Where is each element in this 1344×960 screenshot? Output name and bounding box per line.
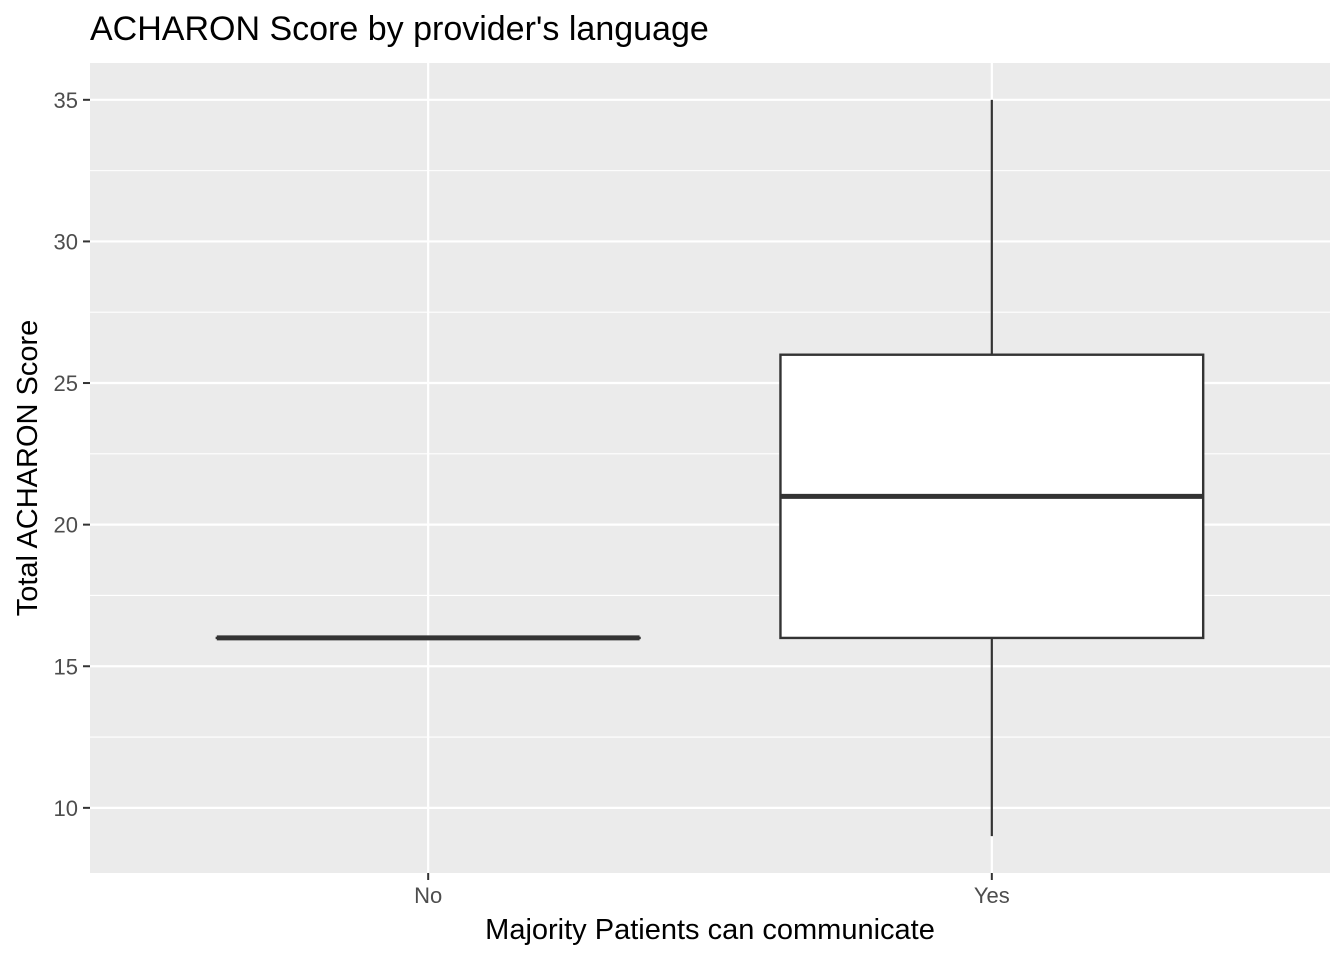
- y-tick-label: 30: [54, 229, 78, 254]
- y-tick-label: 20: [54, 513, 78, 538]
- chart-title: ACHARON Score by provider's language: [90, 10, 709, 48]
- y-axis-title: Total ACHARON Score: [12, 320, 44, 617]
- y-tick-label: 25: [54, 371, 78, 396]
- axes: 10 15 20 25 30 35 No Yes: [54, 88, 1010, 908]
- y-tick-label: 15: [54, 654, 78, 679]
- x-tick-label: Yes: [974, 883, 1010, 908]
- y-tick-label: 35: [54, 88, 78, 113]
- boxplots: [215, 99, 1205, 837]
- boxplot-yes: [779, 99, 1205, 837]
- x-axis-title: Majority Patients can communicate: [485, 914, 935, 946]
- y-tick-label: 10: [54, 796, 78, 821]
- x-tick-label: No: [414, 883, 442, 908]
- gridlines: [90, 63, 1330, 873]
